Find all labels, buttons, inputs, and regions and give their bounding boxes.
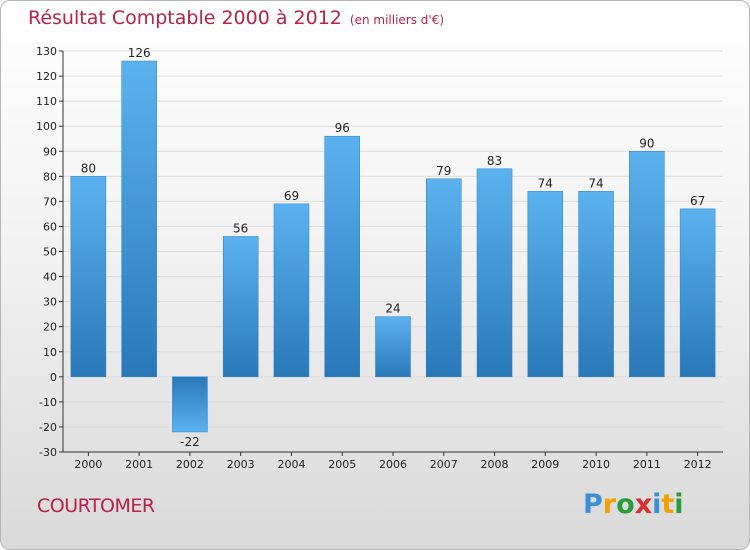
- y-tick-label: 130: [36, 45, 57, 58]
- bar: [375, 316, 411, 378]
- x-tick-label: 2000: [74, 458, 102, 471]
- bar: [527, 191, 564, 378]
- grid-lines: [63, 50, 723, 453]
- value-label: 24: [385, 302, 400, 316]
- value-label: 69: [284, 189, 299, 203]
- bar: [324, 135, 360, 378]
- x-tick-label: 2004: [277, 458, 305, 471]
- y-tick-label: 70: [43, 195, 57, 208]
- chart-title: Résultat Comptable 2000 à 2012 (en millie…: [28, 7, 444, 29]
- value-label: -22: [180, 435, 200, 449]
- value-label: 83: [487, 154, 502, 168]
- y-tick-label: 40: [43, 271, 57, 284]
- y-tick-label: -10: [39, 396, 57, 409]
- y-tick-label: 60: [43, 220, 57, 233]
- bars: [70, 60, 716, 433]
- value-label: 56: [233, 221, 248, 235]
- bar: [222, 236, 259, 378]
- value-label: 74: [538, 176, 553, 190]
- y-tick-label: 30: [43, 296, 57, 309]
- value-label: 126: [128, 46, 151, 60]
- value-label: 80: [81, 161, 96, 175]
- bar: [679, 208, 716, 378]
- x-tick-label: 2002: [176, 458, 204, 471]
- axes: -30 -20 -10 0 10 20 30 40 50 60 70 80 90 100 110 120 130…: [36, 45, 723, 471]
- logo-letter: o: [616, 489, 635, 520]
- y-tick-label: 80: [43, 170, 57, 183]
- y-tick-label: 90: [43, 145, 57, 158]
- x-tick-label: 2012: [684, 458, 712, 471]
- x-tick-label: 2010: [582, 458, 610, 471]
- logo-letter: i: [674, 489, 684, 520]
- x-tick-label: 2003: [227, 458, 255, 471]
- x-tick-label: 2006: [379, 458, 407, 471]
- x-tick-label: 2009: [531, 458, 559, 471]
- y-tick-label: 0: [50, 371, 57, 384]
- chart-subtitle: (en milliers d'€): [349, 13, 445, 27]
- x-tick-label: 2007: [430, 458, 458, 471]
- value-label: 79: [436, 164, 451, 178]
- x-tick-label: 2008: [481, 458, 509, 471]
- bar: [426, 178, 462, 378]
- bar: [273, 203, 310, 378]
- bar: [629, 151, 665, 378]
- value-label: 90: [639, 136, 654, 150]
- value-labels: 80 126 -22 56 69 96 24 79 83 74 74 90 67: [81, 46, 706, 449]
- x-tick-label: 2001: [125, 458, 153, 471]
- y-tick-label: -20: [39, 421, 57, 434]
- y-tick-label: 120: [36, 70, 57, 83]
- place-name: COURTOMER: [37, 495, 155, 517]
- value-label: 67: [690, 194, 705, 208]
- value-label: 96: [335, 121, 350, 135]
- bar: [121, 60, 157, 378]
- logo-letter: r: [602, 489, 617, 520]
- bar: [70, 176, 107, 378]
- y-tick-label: 20: [43, 321, 57, 334]
- chart-title-text: Résultat Comptable 2000 à 2012: [28, 7, 342, 29]
- y-tick-label: 10: [43, 346, 57, 359]
- y-tick-label: 50: [43, 246, 57, 259]
- bar: [172, 376, 208, 433]
- logo-letter: P: [583, 489, 603, 520]
- x-tick-label: 2011: [633, 458, 661, 471]
- bar: [476, 168, 513, 378]
- logo-letter: i: [652, 489, 662, 520]
- value-label: 74: [588, 176, 603, 190]
- proxiti-logo: Proxiti: [583, 489, 684, 520]
- bar: [578, 191, 614, 378]
- y-tick-label: 100: [36, 120, 57, 133]
- y-tick-label: 110: [36, 95, 57, 108]
- y-tick-label: -30: [39, 446, 57, 459]
- x-tick-label: 2005: [328, 458, 356, 471]
- logo-letter: x: [634, 489, 653, 520]
- logo-letter: t: [661, 489, 675, 520]
